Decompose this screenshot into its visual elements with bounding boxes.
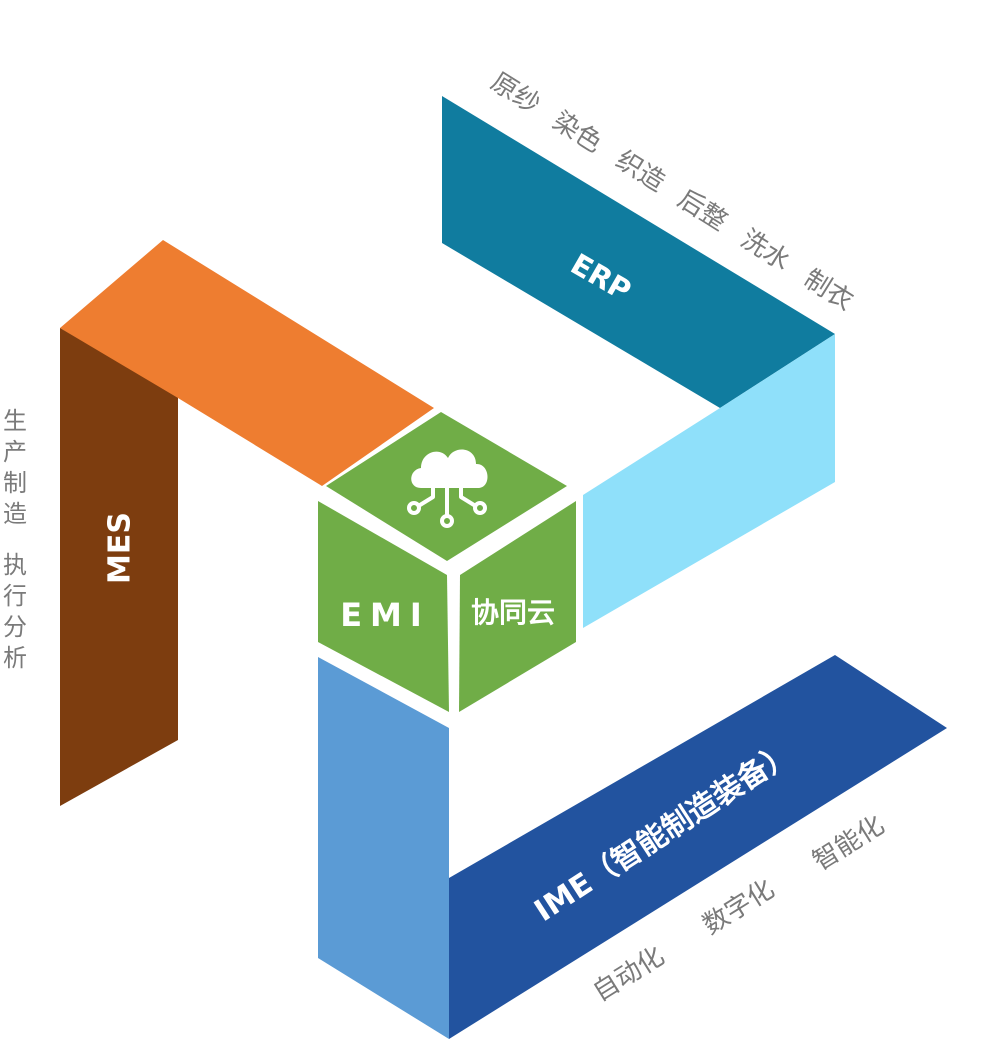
erp-step: 制衣 bbox=[798, 264, 858, 317]
mes-caption-char: 行 bbox=[3, 582, 27, 610]
cube-right-face bbox=[459, 501, 576, 712]
mes-caption-char: 执 bbox=[3, 551, 27, 579]
mes-caption-char: 析 bbox=[3, 644, 27, 672]
ime-step: 智能化 bbox=[808, 810, 890, 877]
erp-step: 洗水 bbox=[735, 224, 795, 277]
erp-step: 原纱 bbox=[485, 67, 545, 120]
emi-label: EMI bbox=[340, 596, 430, 634]
erp-band-top bbox=[442, 96, 835, 408]
mes-caption-char: 分 bbox=[3, 613, 27, 641]
mes-band-side bbox=[60, 328, 178, 806]
ime-band-top bbox=[449, 655, 947, 1039]
ime-step: 自动化 bbox=[588, 941, 670, 1008]
mes-band-top bbox=[60, 240, 434, 486]
mes-caption-char: 产 bbox=[3, 438, 27, 466]
emi-cube: EMI 协同云 bbox=[318, 412, 576, 712]
erp-steps-caption: 原纱 染色 织造 后整 洗水 制衣 bbox=[485, 67, 858, 317]
ime-band-side bbox=[318, 657, 449, 1039]
mes-vertical-caption: 生 产 制 造 执 行 分 析 bbox=[0, 406, 30, 674]
collab-cloud-label: 协同云 bbox=[471, 596, 555, 629]
mes-caption-char: 制 bbox=[3, 469, 27, 497]
mes-caption-char: 生 bbox=[3, 407, 27, 435]
cloud-network-icon bbox=[407, 449, 488, 528]
mes-label: MES bbox=[103, 512, 138, 584]
mes-caption-char: 造 bbox=[3, 500, 27, 528]
erp-step: 后整 bbox=[672, 184, 732, 237]
erp-band-side bbox=[583, 334, 835, 628]
erp-step: 染色 bbox=[547, 106, 607, 159]
erp-step: 织造 bbox=[610, 145, 670, 198]
ime-step: 数字化 bbox=[698, 874, 780, 941]
cube-left-face bbox=[318, 501, 449, 712]
